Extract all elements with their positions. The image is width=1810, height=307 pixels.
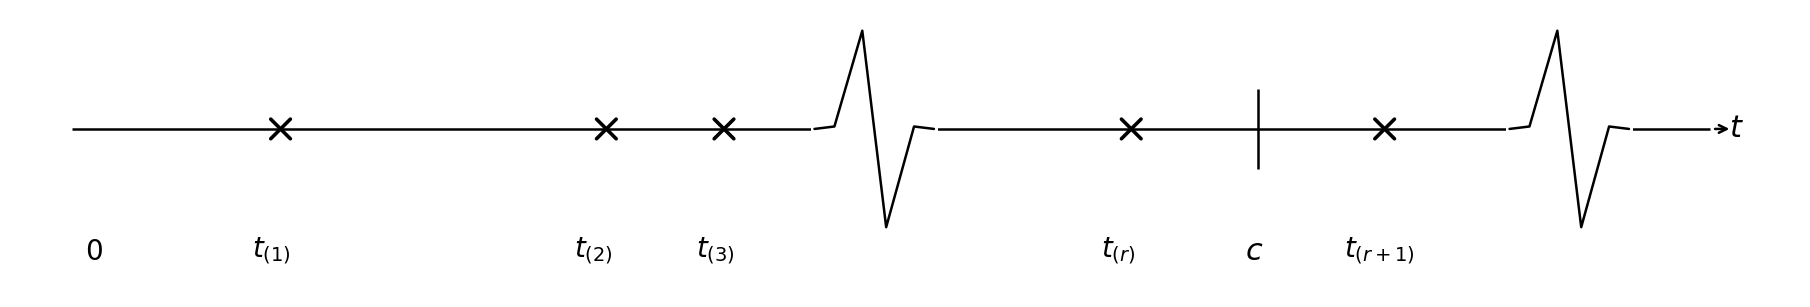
Text: $t_{(3)}$: $t_{(3)}$ bbox=[695, 236, 735, 267]
Text: $t$: $t$ bbox=[1729, 115, 1743, 143]
Text: $t_{(r)}$: $t_{(r)}$ bbox=[1100, 236, 1137, 267]
Bar bbox=[811, 23, 938, 232]
Text: $t_{(1)}$: $t_{(1)}$ bbox=[252, 236, 291, 267]
Text: $t_{(2)}$: $t_{(2)}$ bbox=[574, 236, 614, 267]
Text: $t_{(r+1)}$: $t_{(r+1)}$ bbox=[1343, 236, 1415, 267]
Bar bbox=[1506, 23, 1633, 232]
Text: $c$: $c$ bbox=[1245, 237, 1263, 266]
Text: $0$: $0$ bbox=[85, 238, 103, 266]
